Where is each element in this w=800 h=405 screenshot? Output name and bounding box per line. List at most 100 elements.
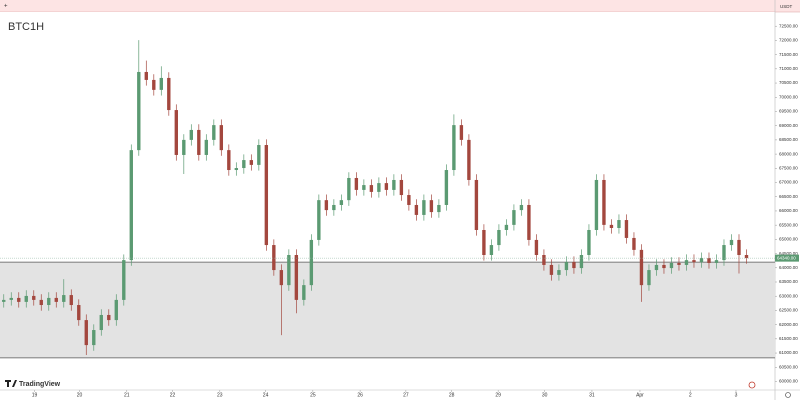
candle-body [729,239,734,246]
candle-body [47,297,51,306]
x-tick-label: 27 [403,392,409,398]
candle-body [152,79,156,90]
y-tick-label: 61500.00 [779,336,798,341]
candle-body [339,200,344,205]
y-tick-label: 60000.00 [779,379,798,384]
candle-body [684,260,689,265]
candle-body [174,110,178,155]
candle-body [92,330,96,346]
candle-body [519,204,524,211]
candle-body [9,297,13,300]
candle-body [377,183,381,192]
candle-body [602,179,606,225]
x-tick-label: 29 [495,392,501,398]
y-tick-label: 62000.00 [779,322,798,327]
candle-body [264,145,269,246]
candle-body [429,200,434,213]
y-tick-label: 62500.00 [779,308,798,313]
candle-body [249,160,254,165]
candle-body [347,177,351,201]
candle-body [332,204,336,211]
candle-body [549,264,554,275]
candle-body [692,260,696,263]
series-layer [0,40,775,359]
x-tick-label: 21 [124,392,130,398]
y-tick-label: 64500.00 [779,251,798,256]
candle-body [362,185,366,190]
symbol-title: BTC1H [8,21,44,33]
candle-body [594,179,599,230]
candle-body [609,224,614,228]
y-tick-label: 60500.00 [779,364,798,369]
candle-body [572,262,576,269]
candle-body [234,168,239,171]
candle-body [437,204,441,213]
y-tick-label: 70500.00 [779,80,798,85]
candle-body [302,285,306,300]
candle-body [107,314,111,321]
candle-body [17,297,21,302]
y-tick-label: 65000.00 [779,237,798,242]
candle-body [279,270,284,286]
candle-body [497,229,501,246]
candle-body [99,314,103,331]
y-tick-label: 66500.00 [779,194,798,199]
x-tick-label: 30 [542,392,548,398]
candle-body [707,258,711,263]
candle-body [272,245,276,271]
candle-body [504,224,509,230]
y-tick-label: 71500.00 [779,52,798,57]
brand-logo: TradingView [5,380,61,388]
candle-body [54,297,58,302]
x-tick-label: 28 [449,392,455,398]
y-tick-label: 71000.00 [779,66,798,71]
candle-body [294,255,299,300]
candle-body [242,160,246,169]
candle-body [654,264,659,271]
candle-body [2,299,6,302]
y-tick-label: 69500.00 [779,109,798,114]
candle-body [699,258,704,263]
candle-body [444,170,449,205]
candle-body [137,71,141,151]
candle-body [474,179,479,230]
candle-body [452,125,456,171]
settings-icon[interactable] [785,392,791,398]
candle-body [467,139,471,180]
candle-body [219,125,224,151]
y-tick-label: 68500.00 [779,137,798,142]
y-tick-label: 63000.00 [779,293,798,298]
candle-body [32,295,36,300]
candle-body [459,125,464,140]
candle-body [624,220,629,238]
last-price-tag [775,254,799,262]
x-tick-label: 31 [589,392,595,398]
candle-body [632,237,636,250]
alert-icon[interactable] [748,381,756,389]
candle-body [129,150,133,261]
candle-body [639,249,644,286]
candle-body [182,139,186,155]
candle-body [69,295,73,306]
y-tick-label: 72500.00 [779,23,798,28]
candle-body [257,145,261,165]
x-tick-label: 23 [217,392,223,398]
candle-body [422,200,426,215]
logo-icon [5,380,17,387]
x-tick-label: 24 [263,392,269,398]
x-tick-label: 3 [735,392,738,398]
candle-body [62,295,66,302]
candle-body [722,245,726,261]
candle-body [144,71,148,80]
x-tick-label: Apr [636,392,644,398]
candle-body [482,229,486,255]
add-button[interactable]: + [4,4,8,10]
candle-body [114,299,118,321]
candle-body [744,255,749,259]
candle-body [662,264,666,269]
candle-body [24,295,28,302]
y-tick-label: 64000.00 [779,265,798,270]
y-tick-label: 69000.00 [779,123,798,128]
candle-body [317,200,321,240]
